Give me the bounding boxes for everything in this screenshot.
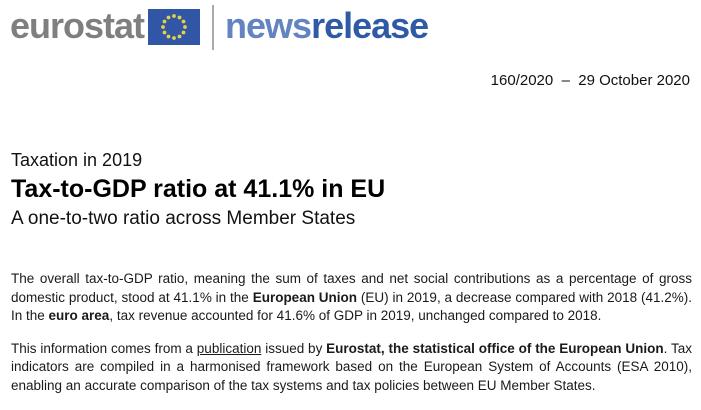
newsrelease-wordmark: newsrelease bbox=[225, 5, 429, 46]
newsrelease-wordmark-news: news bbox=[225, 5, 312, 46]
body-text: . Tax indicators are compiled in a harmo… bbox=[11, 340, 693, 393]
body-text-bold: Eurostat, the statistical office of the … bbox=[326, 340, 664, 356]
masthead: eurostat newsrelease bbox=[0, 0, 701, 50]
body-text: , tax revenue accounted for 41.6% of GDP… bbox=[109, 308, 602, 323]
issue-dateline: 160/2020 – 29 October 2020 bbox=[490, 72, 690, 89]
newsrelease-wordmark-release: release bbox=[311, 5, 429, 46]
body-text: The overall tax-to-GDP ratio, meaning th… bbox=[11, 271, 692, 305]
subtitle: A one-to-two ratio across Member States bbox=[11, 208, 356, 229]
paragraph-1: The overall tax-to-GDP ratio, meaning th… bbox=[11, 270, 692, 326]
eu-flag-icon bbox=[148, 9, 201, 45]
body-text: This information comes from a bbox=[11, 340, 197, 356]
publication-link[interactable]: publication bbox=[196, 340, 262, 356]
kicker: Taxation in 2019 bbox=[11, 150, 143, 170]
body-text-bold: European Union bbox=[252, 289, 358, 305]
eurostat-logo: eurostat bbox=[10, 5, 145, 46]
body-text: issued by bbox=[261, 340, 327, 356]
paragraph-2: This information comes from a publicatio… bbox=[11, 340, 692, 396]
masthead-divider bbox=[212, 5, 215, 50]
page-title: Tax-to-GDP ratio at 41.1% in EU bbox=[11, 175, 386, 203]
body-text: (EU) in 2019, a decrease compared with 2… bbox=[11, 289, 693, 324]
body-copy: The overall tax-to-GDP ratio, meaning th… bbox=[11, 270, 692, 395]
headline-block: Taxation in 2019 Tax-to-GDP ratio at 41.… bbox=[11, 149, 691, 231]
body-text-bold: euro area bbox=[48, 308, 110, 323]
